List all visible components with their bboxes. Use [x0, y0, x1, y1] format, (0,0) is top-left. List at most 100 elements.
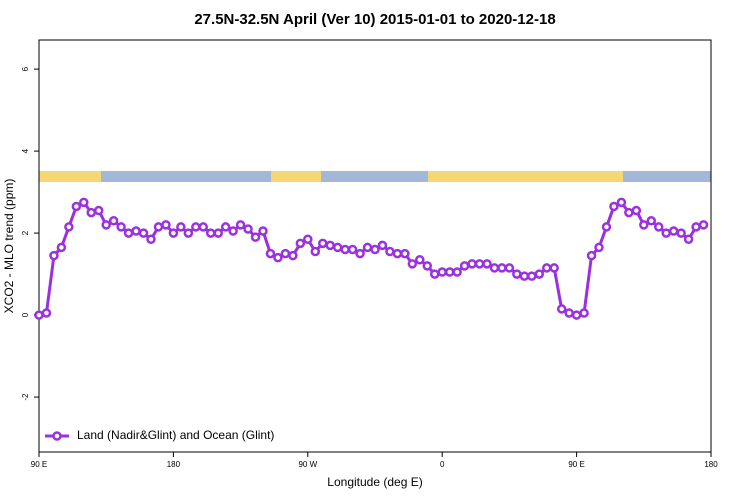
- data-point: [668, 226, 679, 236]
- data-point: [586, 250, 597, 261]
- data-point: [385, 246, 395, 257]
- data-point: [131, 226, 141, 236]
- data-point: [661, 228, 671, 238]
- data-point: [310, 246, 321, 257]
- data-point: [549, 263, 559, 273]
- data-point: [415, 254, 425, 265]
- data-point: [482, 259, 492, 269]
- data-point: [646, 216, 657, 226]
- plot-frame: [38, 39, 712, 453]
- data-point: [556, 304, 567, 314]
- data-point: [452, 267, 462, 277]
- data-point: [691, 222, 701, 232]
- data-point: [459, 261, 470, 271]
- data-point: [407, 259, 418, 269]
- data-point: [258, 226, 268, 236]
- x-tick-label: 90 W: [298, 460, 317, 469]
- data-point: [168, 228, 179, 238]
- legend-label: Land (Nadir&Glint) and Ocean (Glint): [77, 428, 274, 442]
- data-point: [370, 244, 380, 255]
- data-point: [444, 267, 455, 277]
- data-point: [340, 244, 350, 255]
- land-ocean-band: [39, 171, 711, 182]
- data-point: [79, 197, 89, 208]
- data-point: [355, 248, 365, 259]
- legend-marker: [52, 431, 62, 441]
- data-point: [497, 263, 507, 273]
- legend: Land (Nadir&Glint) and Ocean (Glint): [45, 428, 274, 442]
- data-point: [250, 232, 261, 242]
- data-point: [138, 228, 149, 238]
- data-point: [512, 269, 522, 279]
- data-point: [676, 228, 686, 238]
- y-tick-label: 0: [21, 312, 30, 317]
- data-point: [631, 205, 642, 216]
- y-tick-label: -2: [21, 393, 30, 401]
- data-point: [295, 238, 306, 249]
- data-point: [332, 242, 343, 253]
- data-point: [437, 267, 447, 277]
- data-point: [41, 308, 52, 318]
- data-point: [579, 308, 589, 318]
- series-line: [38, 200, 704, 317]
- data-point: [362, 242, 373, 253]
- data-point: [519, 271, 530, 281]
- data-point: [616, 197, 627, 208]
- data-point: [377, 240, 388, 251]
- data-point: [153, 222, 164, 232]
- data-point: [280, 248, 291, 259]
- data-point: [347, 244, 358, 255]
- data-point: [639, 220, 649, 230]
- x-tick-label: 180: [704, 460, 718, 469]
- data-point: [176, 222, 186, 232]
- data-point: [624, 207, 634, 218]
- data-point: [116, 222, 126, 232]
- data-point: [228, 226, 238, 236]
- data-point: [191, 222, 201, 232]
- data-point: [594, 242, 604, 253]
- data-point: [198, 222, 209, 232]
- data-point: [683, 234, 694, 244]
- data-point: [564, 308, 574, 318]
- data-point: [86, 207, 97, 218]
- y-axis-label: XCO2 - MLO trend (ppm): [2, 179, 16, 314]
- data-point: [71, 201, 82, 212]
- data-point: [474, 259, 485, 269]
- data-point: [161, 220, 171, 230]
- data-point: [64, 222, 74, 232]
- data-point: [273, 252, 283, 263]
- data-point: [183, 228, 194, 238]
- data-point: [400, 248, 410, 259]
- data-point: [489, 263, 500, 273]
- data-point: [265, 248, 276, 259]
- data-point: [571, 310, 582, 320]
- chart-title: 27.5N-32.5N April (Ver 10) 2015-01-01 to…: [194, 11, 555, 28]
- data-point: [123, 228, 134, 238]
- data-point: [213, 228, 223, 238]
- y-tick-label: 2: [21, 230, 30, 235]
- x-tick-label: 90 E: [568, 460, 584, 469]
- data-point: [220, 222, 231, 232]
- data-point: [235, 220, 246, 230]
- data-point: [49, 250, 59, 261]
- data-point: [101, 220, 111, 230]
- data-point: [303, 234, 313, 244]
- x-tick-label: 0: [440, 460, 445, 469]
- data-point: [422, 261, 433, 271]
- data-point: [243, 224, 253, 234]
- data-point: [317, 238, 328, 249]
- data-point: [467, 259, 477, 269]
- data-point: [698, 220, 709, 230]
- data-point: [325, 240, 335, 251]
- data-point: [392, 248, 403, 259]
- data-point: [205, 228, 216, 238]
- data-point: [429, 269, 440, 279]
- x-tick-label: 180: [167, 460, 181, 469]
- data-point: [609, 201, 619, 212]
- data-point: [653, 222, 664, 232]
- data-point: [34, 310, 44, 320]
- y-tick-label: 4: [21, 148, 30, 153]
- data-point: [288, 250, 298, 261]
- x-tick-label: 90 E: [31, 460, 47, 469]
